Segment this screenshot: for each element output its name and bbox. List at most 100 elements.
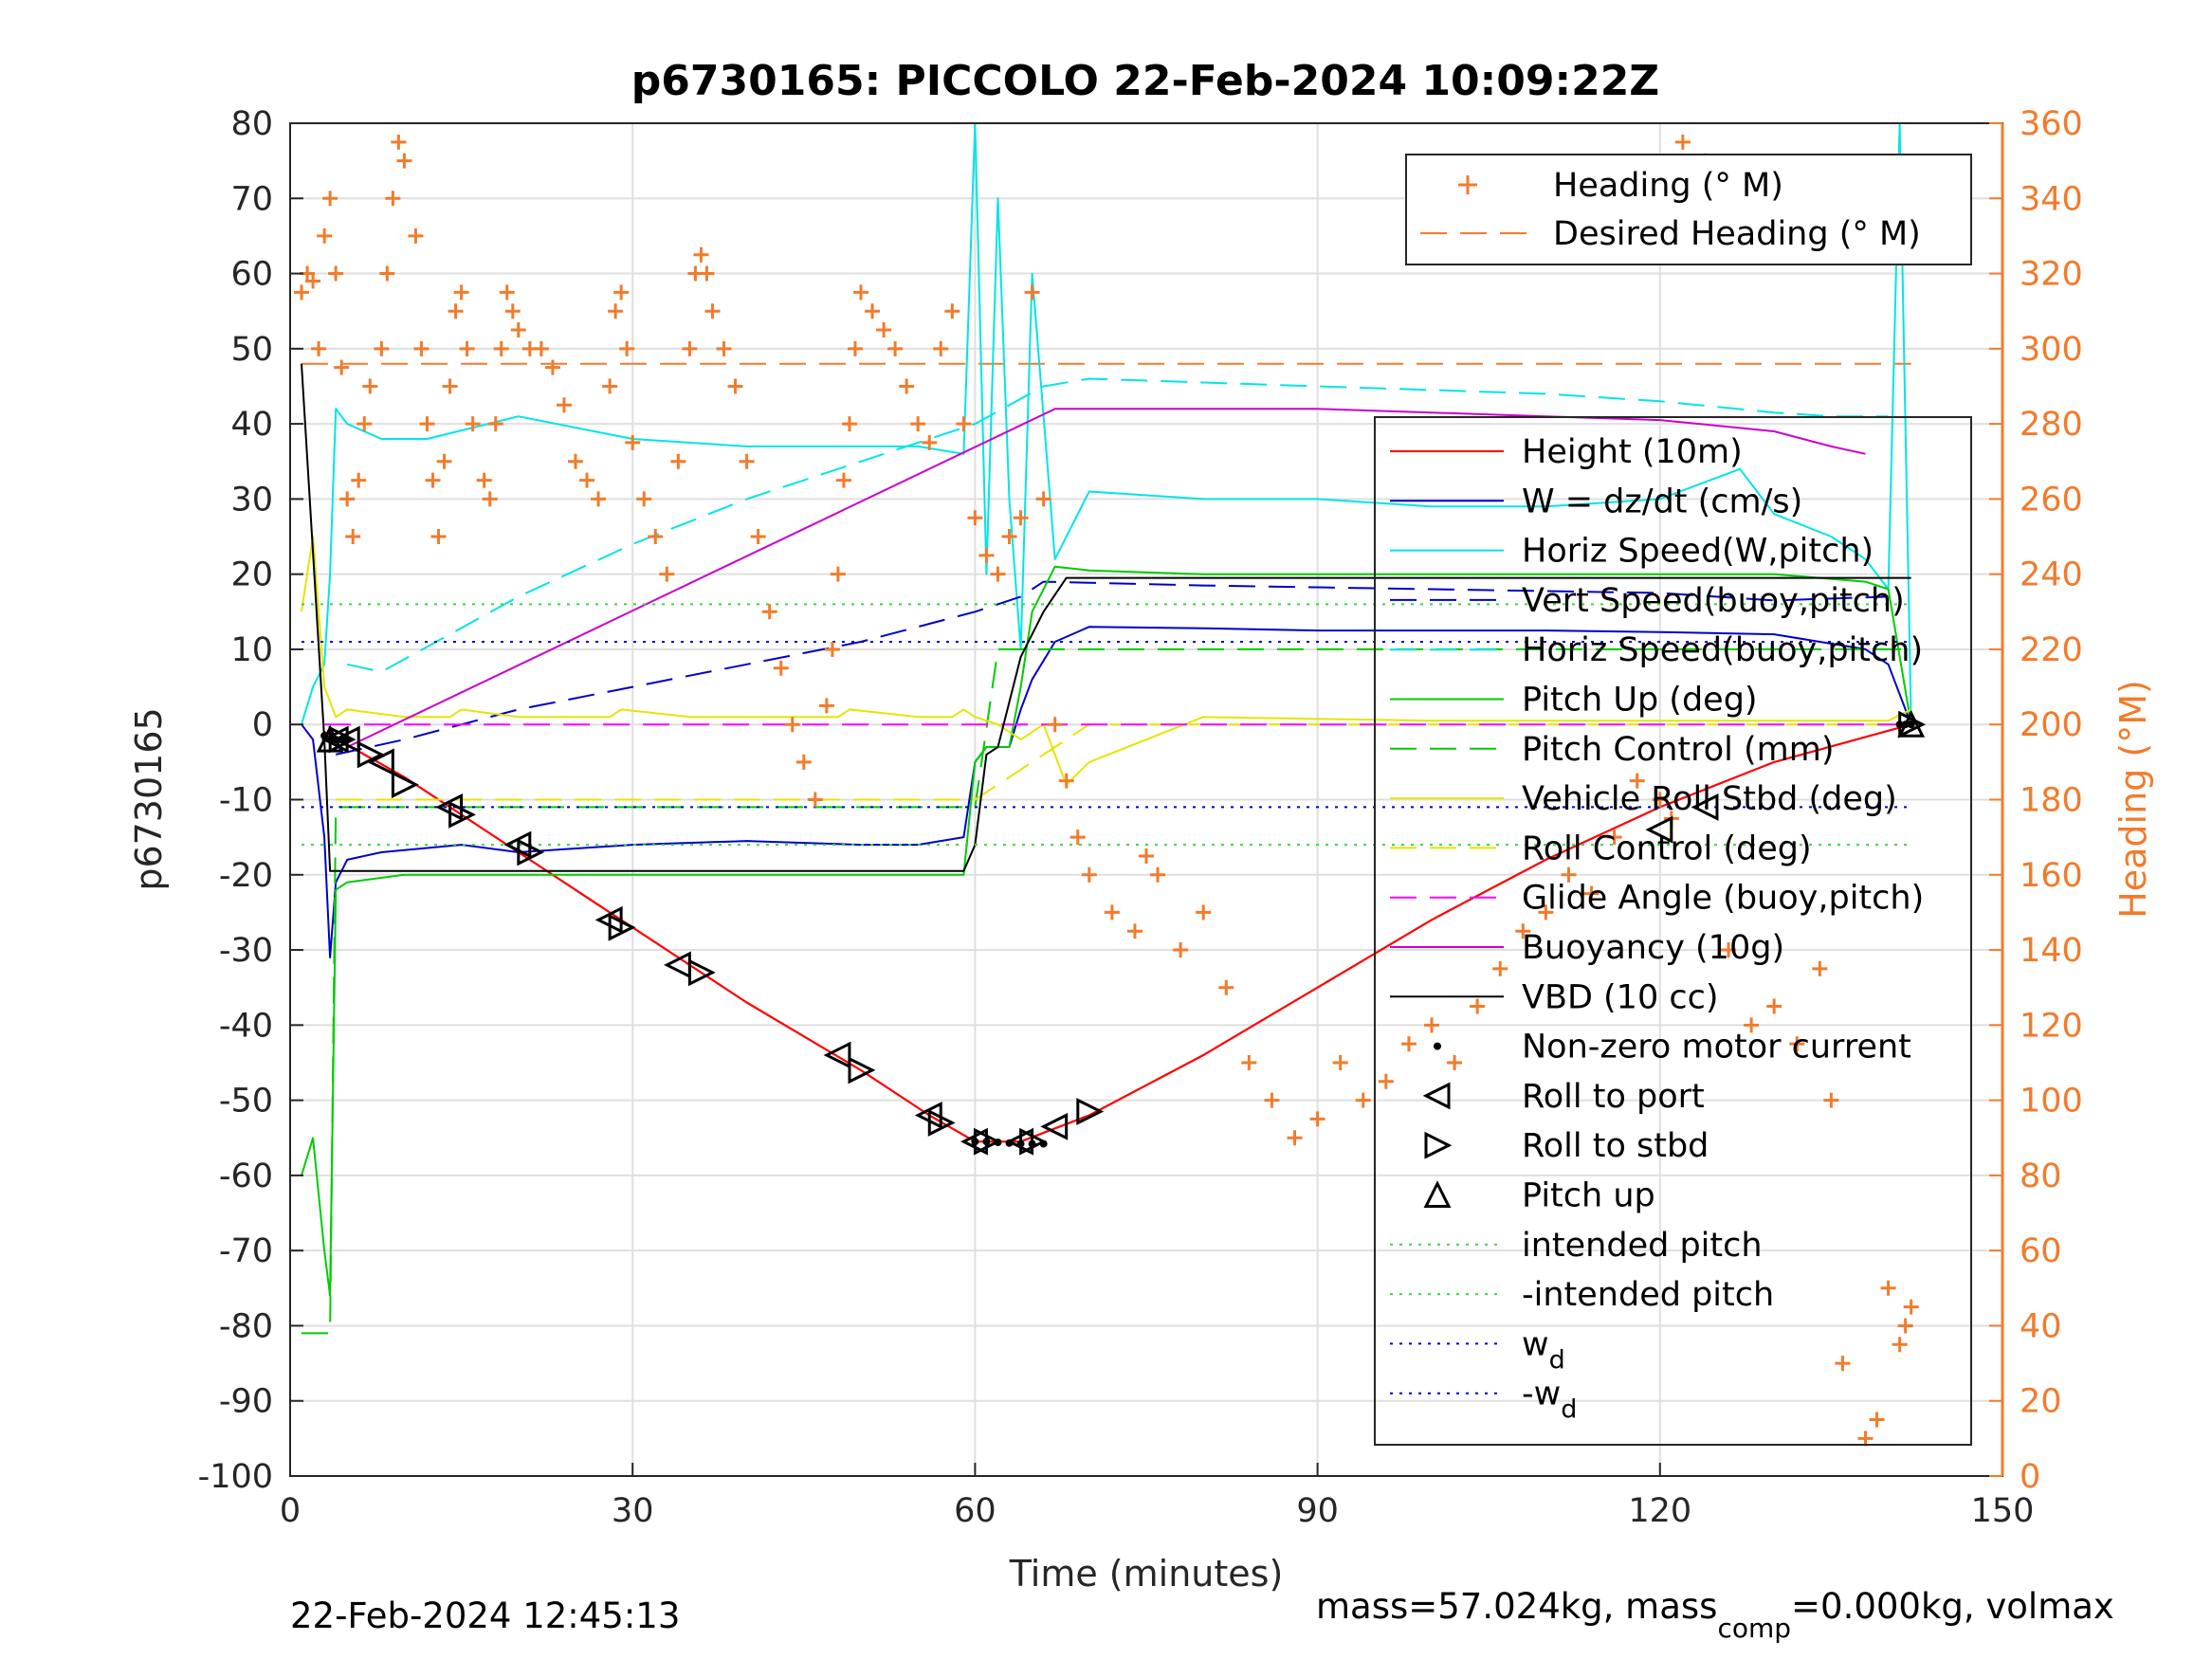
heading-point-116 xyxy=(1606,830,1622,846)
heading-point-88 xyxy=(1035,491,1051,507)
heading-point-14 xyxy=(379,265,395,282)
heading-point-48 xyxy=(636,491,652,507)
heading-point-7 xyxy=(334,359,350,375)
legend-main-label-2: Horiz Speed(W,pitch) xyxy=(1522,533,1874,571)
y-tick-label-16: -80 xyxy=(219,1307,273,1345)
y-tick-label-4: 40 xyxy=(230,406,273,444)
motor-current-point-10 xyxy=(1028,1139,1036,1148)
heading-point-33 xyxy=(499,284,515,301)
ry-tick-label-14: 80 xyxy=(2020,1158,2062,1195)
roll-stbd-marker-4 xyxy=(517,838,545,866)
x-tick-label-0: 0 xyxy=(280,1492,301,1530)
heading-point-45 xyxy=(613,284,630,301)
heading-point-34 xyxy=(504,303,521,319)
motor-current-point-12 xyxy=(1895,720,1904,729)
heading-point-71 xyxy=(847,340,863,356)
legend-main-label-13: Roll to port xyxy=(1522,1078,1705,1116)
y-tick-label-11: -30 xyxy=(219,932,273,970)
legend-swatch-r0 xyxy=(1458,175,1477,194)
heading-point-51 xyxy=(670,453,686,469)
heading-point-46 xyxy=(619,340,635,356)
heading-point-47 xyxy=(625,434,641,450)
heading-point-42 xyxy=(591,491,607,507)
ry-tick-label-16: 40 xyxy=(2020,1307,2062,1345)
series-line-4 xyxy=(346,377,1889,673)
heading-point-130 xyxy=(1869,1412,1885,1428)
heading-point-49 xyxy=(648,529,664,545)
heading-point-101 xyxy=(1264,1092,1280,1108)
heading-point-17 xyxy=(396,153,412,169)
ry-tick-label-5: 260 xyxy=(2020,481,2083,519)
motor-current-point-3 xyxy=(338,736,346,744)
heading-point-122 xyxy=(1721,942,1737,958)
series-line-6 xyxy=(302,647,1911,1335)
heading-point-62 xyxy=(773,660,789,676)
motor-current-point-2 xyxy=(332,736,340,744)
heading-point-84 xyxy=(990,566,1006,582)
legend-main: Height (10m) W = dz/dt (cm/s) Horiz Speed(… xyxy=(1374,416,1972,1446)
y-tick-label-5: 30 xyxy=(230,481,273,519)
x-tick-label-3: 90 xyxy=(1296,1492,1339,1530)
ry-tick-label-1: 340 xyxy=(2020,180,2083,218)
heading-point-92 xyxy=(1081,866,1097,883)
heading-point-41 xyxy=(579,472,595,488)
ry-tick-label-10: 160 xyxy=(2020,857,2083,895)
ry-tick-label-3: 300 xyxy=(2020,331,2083,369)
legend-heading-label-1: Desired Heading (° M) xyxy=(1553,215,1921,253)
legend-main-label-14: Roll to stbd xyxy=(1522,1127,1709,1165)
y-axis-label: p6730165 xyxy=(128,707,170,890)
heading-point-78 xyxy=(922,434,938,450)
legend-main-box xyxy=(1374,416,1972,1446)
heading-point-20 xyxy=(419,416,435,432)
heading-point-26 xyxy=(453,284,469,301)
heading-point-19 xyxy=(413,340,430,356)
ry-tick-label-9: 180 xyxy=(2020,782,2083,820)
heading-point-115 xyxy=(1583,885,1600,902)
heading-point-18 xyxy=(408,228,424,244)
heading-point-58 xyxy=(727,378,743,394)
heading-point-43 xyxy=(602,378,618,394)
heading-point-2 xyxy=(305,273,321,289)
footer-mass-sub: comp xyxy=(1717,1613,1791,1644)
motor-current-point-13 xyxy=(1901,720,1910,729)
heading-point-6 xyxy=(328,265,344,282)
motor-current-point-5 xyxy=(971,1138,979,1146)
heading-point-107 xyxy=(1400,1036,1417,1052)
motor-current-point-0 xyxy=(320,732,329,740)
heading-point-82 xyxy=(967,510,983,526)
legend-swatch-l13 xyxy=(1422,1082,1451,1110)
heading-point-75 xyxy=(887,340,904,356)
roll-stbd-marker-11 xyxy=(1076,1098,1105,1125)
heading-point-63 xyxy=(784,717,800,733)
ry-tick-label-8: 200 xyxy=(2020,706,2083,744)
heading-point-91 xyxy=(1069,830,1086,846)
heading-point-35 xyxy=(510,322,526,338)
legend-main-label-5: Pitch Up (deg) xyxy=(1522,682,1758,720)
y-tick-label-12: -40 xyxy=(219,1007,273,1045)
legend-swatch-l12 xyxy=(1434,1042,1441,1050)
ry-tick-label-12: 120 xyxy=(2020,1007,2083,1045)
heading-point-131 xyxy=(1880,1280,1896,1296)
y-tick-label-15: -70 xyxy=(219,1232,273,1270)
y-axis-left: 80 70 60 50 40 30 20 10 0 -10 -20 -30 -40 -50 -60 -70 -8… xyxy=(198,105,303,1496)
roll-stbd-marker-1 xyxy=(356,740,385,769)
heading-point-69 xyxy=(835,472,851,488)
roll-stbd-marker-3 xyxy=(448,800,476,829)
legend-main-label-7: Vehicle Roll Stbd (deg) xyxy=(1522,780,1897,818)
x-tick-label-4: 120 xyxy=(1628,1492,1691,1530)
ry-tick-label-7: 220 xyxy=(2020,631,2083,669)
heading-point-79 xyxy=(933,340,949,356)
legend-main-label-0: Height (10m) xyxy=(1522,433,1743,471)
heading-point-77 xyxy=(910,416,926,432)
series-line-3 xyxy=(335,580,1889,756)
heading-point-99 xyxy=(1218,979,1234,995)
heading-point-98 xyxy=(1196,904,1212,921)
heading-point-27 xyxy=(459,340,475,356)
heading-point-8 xyxy=(339,491,356,507)
y-tick-label-7: 10 xyxy=(230,631,273,669)
roll-stbd-marker-7 xyxy=(848,1056,876,1085)
legend-main-label-8: Roll Control (deg) xyxy=(1522,830,1812,867)
heading-point-100 xyxy=(1241,1054,1257,1070)
heading-point-86 xyxy=(1013,510,1029,526)
motor-current-point-4 xyxy=(343,736,352,744)
